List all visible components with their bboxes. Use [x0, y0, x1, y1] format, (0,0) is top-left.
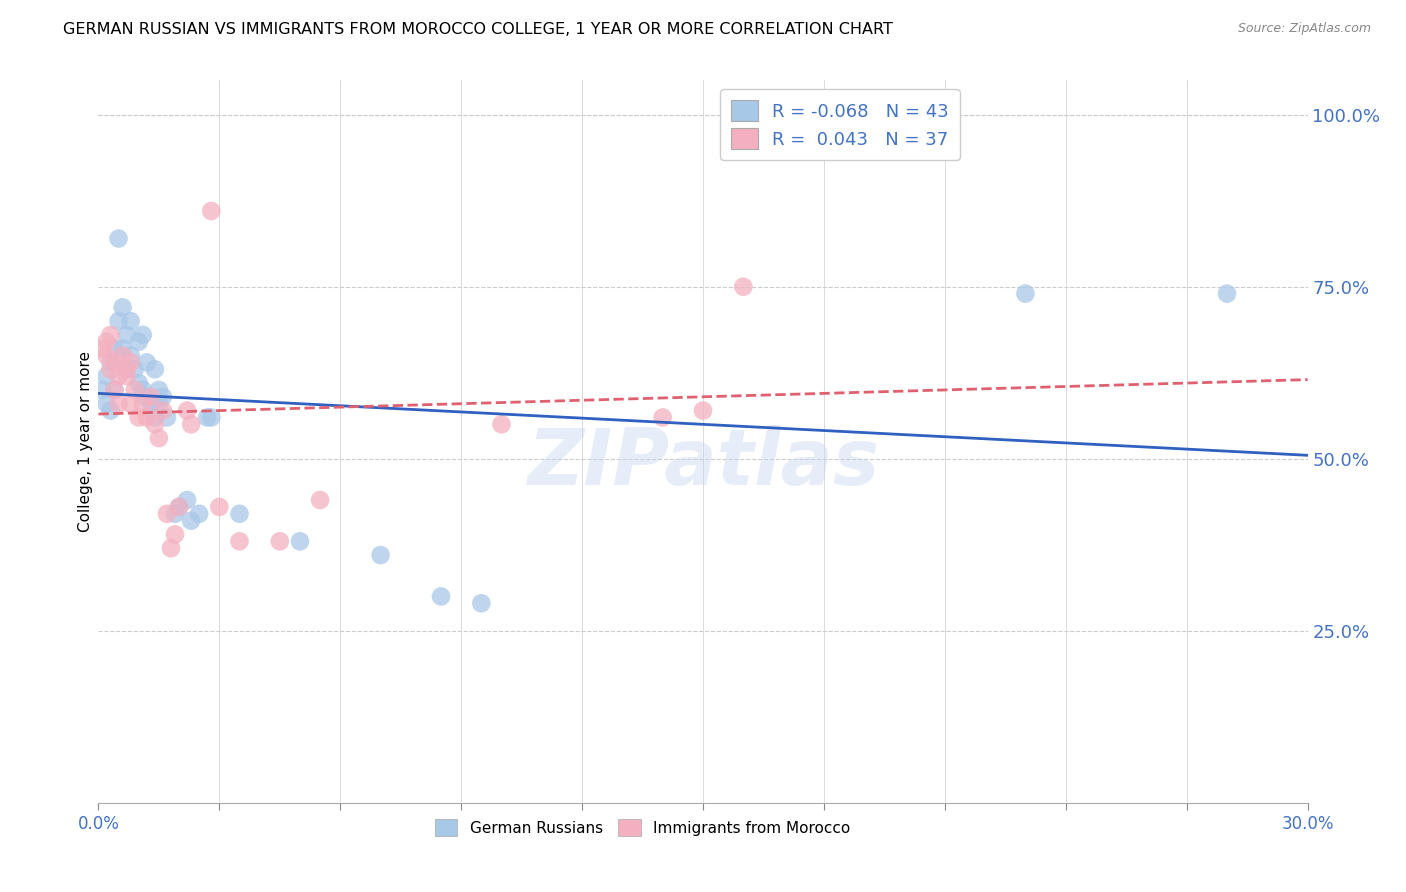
Point: [128, 376, 150, 390]
Point: [100, 403, 122, 417]
Point: [96, 349, 118, 363]
Point: [148, 383, 170, 397]
Point: [167, 500, 190, 514]
Point: [111, 349, 134, 363]
Legend: German Russians, Immigrants from Morocco: German Russians, Immigrants from Morocco: [429, 814, 856, 842]
Text: ZIPatlas: ZIPatlas: [527, 425, 879, 501]
Point: [491, 417, 513, 432]
Point: [96, 369, 118, 384]
Point: [148, 397, 170, 411]
Point: [228, 534, 250, 549]
Point: [733, 279, 755, 293]
Point: [200, 410, 222, 425]
Point: [135, 410, 157, 425]
Point: [120, 314, 142, 328]
Point: [269, 534, 291, 549]
Text: GERMAN RUSSIAN VS IMMIGRANTS FROM MOROCCO COLLEGE, 1 YEAR OR MORE CORRELATION CH: GERMAN RUSSIAN VS IMMIGRANTS FROM MOROCC…: [63, 22, 893, 37]
Point: [124, 383, 146, 397]
Point: [180, 417, 202, 432]
Point: [115, 327, 138, 342]
Point: [163, 527, 186, 541]
Point: [160, 541, 183, 556]
Point: [152, 403, 174, 417]
Point: [692, 403, 714, 417]
Point: [91, 383, 114, 397]
Point: [107, 231, 129, 245]
Point: [163, 507, 186, 521]
Point: [651, 410, 673, 425]
Point: [143, 417, 166, 432]
Point: [120, 397, 142, 411]
Point: [100, 355, 122, 369]
Point: [132, 383, 155, 397]
Point: [195, 410, 218, 425]
Point: [135, 390, 157, 404]
Point: [103, 383, 125, 397]
Point: [107, 397, 129, 411]
Point: [176, 403, 198, 417]
Point: [111, 301, 134, 315]
Point: [103, 355, 125, 369]
Point: [96, 397, 118, 411]
Point: [120, 355, 142, 369]
Point: [228, 507, 250, 521]
Point: [100, 362, 122, 376]
Point: [103, 342, 125, 356]
Point: [128, 334, 150, 349]
Point: [107, 369, 129, 384]
Point: [91, 342, 114, 356]
Point: [143, 410, 166, 425]
Point: [470, 596, 492, 610]
Y-axis label: College, 1 year or more: College, 1 year or more: [77, 351, 93, 532]
Point: [139, 390, 162, 404]
Point: [128, 410, 150, 425]
Point: [152, 390, 174, 404]
Point: [135, 355, 157, 369]
Point: [148, 431, 170, 445]
Point: [115, 369, 138, 384]
Point: [156, 410, 179, 425]
Point: [430, 590, 453, 604]
Point: [139, 397, 162, 411]
Point: [167, 500, 190, 514]
Point: [100, 327, 122, 342]
Point: [176, 493, 198, 508]
Point: [120, 349, 142, 363]
Point: [143, 362, 166, 376]
Point: [132, 327, 155, 342]
Point: [96, 334, 118, 349]
Point: [1014, 286, 1036, 301]
Point: [115, 362, 138, 376]
Point: [156, 507, 179, 521]
Point: [208, 500, 231, 514]
Point: [124, 362, 146, 376]
Point: [188, 507, 211, 521]
Point: [111, 342, 134, 356]
Point: [1216, 286, 1239, 301]
Point: [370, 548, 392, 562]
Point: [309, 493, 332, 508]
Point: [115, 362, 138, 376]
Point: [132, 397, 155, 411]
Point: [107, 314, 129, 328]
Text: Source: ZipAtlas.com: Source: ZipAtlas.com: [1237, 22, 1371, 36]
Point: [288, 534, 311, 549]
Point: [103, 383, 125, 397]
Point: [180, 514, 202, 528]
Point: [200, 204, 222, 219]
